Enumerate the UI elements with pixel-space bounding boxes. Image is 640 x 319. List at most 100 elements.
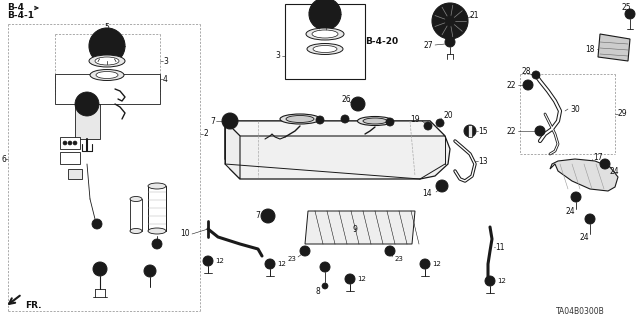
Circle shape [316,116,324,124]
Text: 12: 12 [497,278,506,284]
Bar [285,4,365,79]
Ellipse shape [96,71,118,78]
Text: 24: 24 [565,206,575,216]
Circle shape [323,265,327,269]
Text: 13: 13 [478,157,488,166]
Circle shape [75,92,99,116]
Circle shape [343,117,347,121]
Text: 14: 14 [422,189,432,198]
Ellipse shape [307,43,343,55]
Circle shape [309,0,341,30]
Text: 12: 12 [215,258,224,264]
Text: 30: 30 [570,105,580,114]
Circle shape [89,28,125,64]
Circle shape [625,9,635,19]
Circle shape [385,246,395,256]
Text: 25: 25 [622,3,632,11]
Circle shape [264,212,272,220]
Ellipse shape [89,55,125,67]
Circle shape [588,217,592,221]
Bar [148,186,166,231]
Text: 12: 12 [432,261,441,267]
Circle shape [538,129,542,133]
Ellipse shape [363,118,387,124]
Circle shape [95,34,119,58]
Text: 21: 21 [470,11,479,20]
Ellipse shape [312,30,338,38]
Bar [130,199,142,231]
Text: 20: 20 [443,112,452,121]
Circle shape [464,125,476,137]
Circle shape [93,262,107,276]
Text: TA04B0300B: TA04B0300B [556,307,604,315]
Circle shape [303,249,307,253]
Text: 29: 29 [618,109,628,118]
Ellipse shape [280,114,320,124]
Circle shape [341,115,349,123]
Text: 22: 22 [506,80,516,90]
Text: 18: 18 [586,44,595,54]
Text: B-4-1: B-4-1 [7,11,34,19]
Text: B-4-20: B-4-20 [365,36,398,46]
Text: 3: 3 [163,56,168,65]
Circle shape [92,219,102,229]
Circle shape [436,119,444,127]
Circle shape [268,262,273,266]
Text: 26: 26 [341,94,351,103]
Polygon shape [225,121,240,179]
Ellipse shape [148,228,166,234]
Circle shape [448,40,452,44]
Circle shape [63,141,67,145]
Ellipse shape [358,116,392,125]
Polygon shape [598,34,630,61]
Bar [60,152,80,164]
Circle shape [571,192,581,202]
Bar [68,169,82,179]
Ellipse shape [306,28,344,40]
Circle shape [147,268,153,274]
Text: 3: 3 [275,51,280,61]
Circle shape [225,116,235,126]
Circle shape [445,16,455,26]
Circle shape [348,277,353,281]
Circle shape [261,209,275,223]
Circle shape [318,118,322,122]
Circle shape [485,276,495,286]
Polygon shape [225,121,450,179]
Text: 7: 7 [210,116,215,125]
Circle shape [523,80,533,90]
Text: 23: 23 [395,256,404,262]
Circle shape [68,141,72,145]
Circle shape [96,265,104,273]
Text: 4: 4 [163,75,168,84]
Circle shape [345,274,355,284]
Ellipse shape [95,57,119,65]
Circle shape [354,100,362,108]
Circle shape [585,214,595,224]
Circle shape [535,126,545,136]
Circle shape [526,83,530,87]
Text: B-4: B-4 [7,4,24,12]
Text: 27: 27 [424,41,433,49]
Circle shape [315,4,335,24]
Ellipse shape [130,197,142,202]
Circle shape [574,195,578,199]
Text: 28: 28 [522,66,531,76]
Circle shape [322,283,328,289]
Polygon shape [225,121,445,136]
Text: 22: 22 [506,127,516,136]
Circle shape [73,141,77,145]
Text: 23: 23 [287,256,296,262]
Text: 24: 24 [579,233,589,241]
Bar [75,104,100,139]
Circle shape [436,180,448,192]
Ellipse shape [148,183,166,189]
Text: 17: 17 [593,152,603,161]
Circle shape [81,98,93,110]
Circle shape [265,259,275,269]
Text: 15: 15 [478,127,488,136]
Circle shape [422,262,428,266]
Circle shape [445,37,455,47]
Circle shape [600,159,610,169]
Ellipse shape [130,228,142,234]
